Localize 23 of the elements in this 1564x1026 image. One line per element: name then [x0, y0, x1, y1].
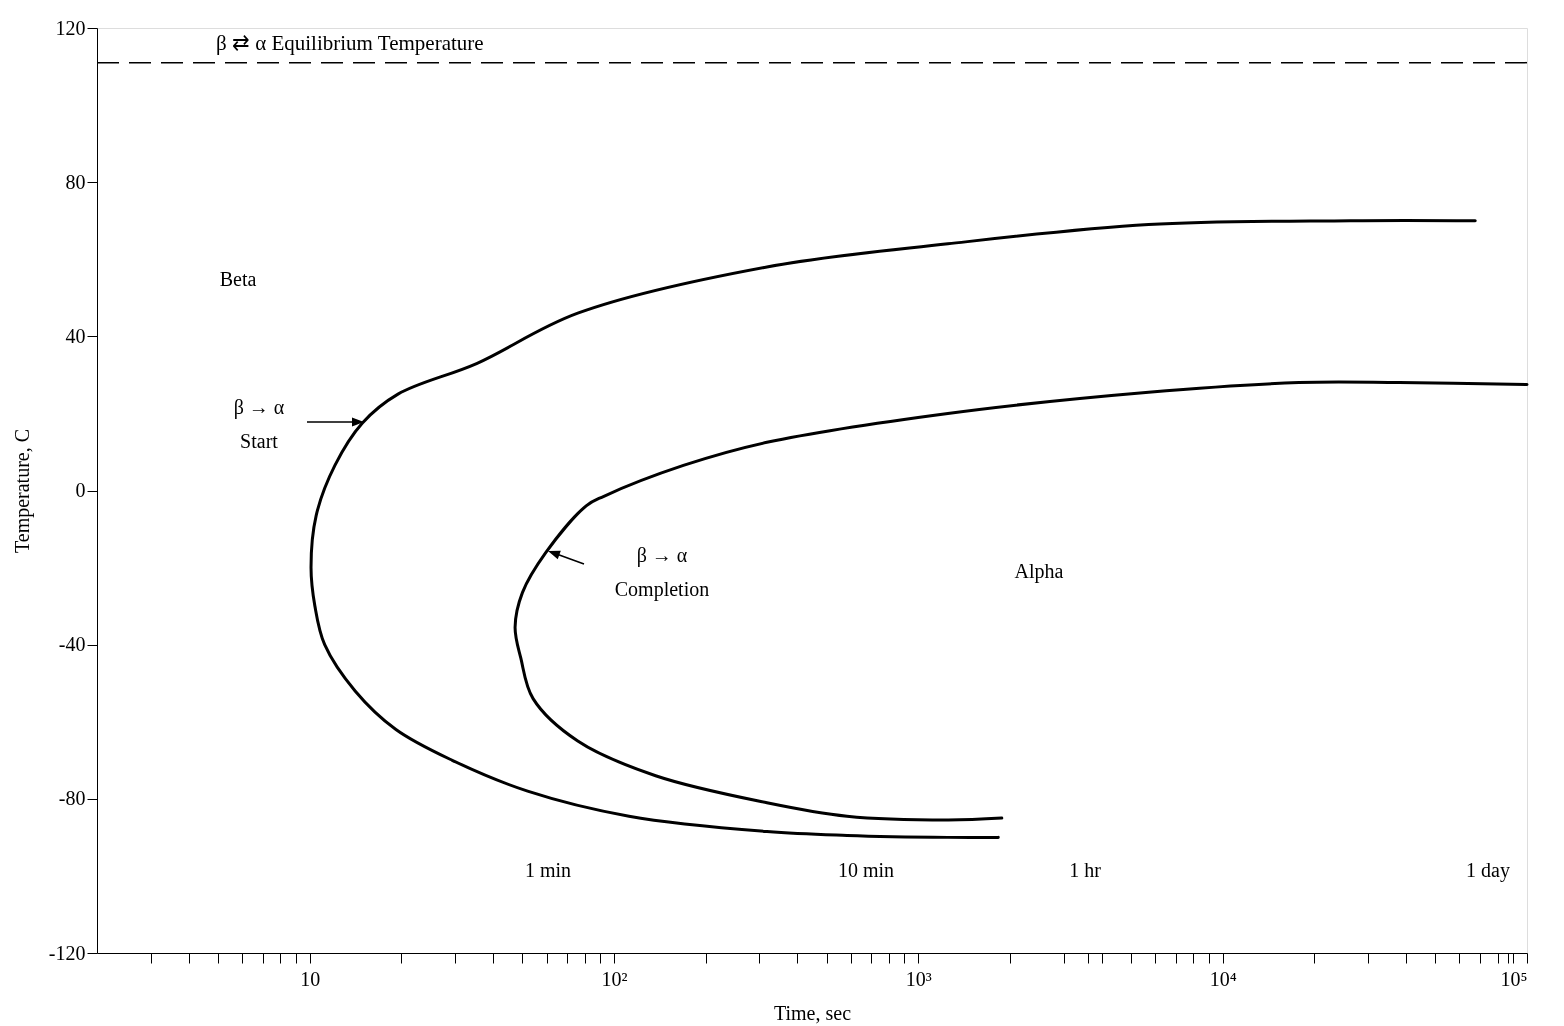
x-tick-label: 10 [300, 967, 321, 990]
y-tick-label: 120 [55, 16, 86, 39]
annotation: Beta [219, 268, 257, 290]
y-tick-label: -40 [58, 633, 86, 656]
x-tick-label: 10³ [905, 967, 932, 990]
ref-line-label: β ⇄ α Equilibrium Temperature [216, 30, 484, 55]
y-axis-title: Temperature, C [10, 428, 34, 554]
annotation: β → α Completion [614, 544, 710, 601]
annotation: β → α Start [233, 396, 285, 452]
y-tick-label: 80 [65, 170, 86, 193]
y-tick-label: -80 [58, 787, 86, 810]
annotation: 10 min [837, 859, 895, 881]
annotation: 1 hr [1069, 859, 1102, 881]
x-tick-label: 10² [601, 967, 628, 990]
y-tick-label: -120 [48, 941, 86, 964]
y-tick-label: 40 [65, 324, 86, 347]
x-tick-label: 10⁵ [1500, 967, 1528, 990]
annotation: Alpha [1014, 560, 1064, 583]
x-tick-label: 10⁴ [1209, 967, 1237, 990]
annotation: 1 min [524, 859, 572, 881]
x-axis-title: Time, sec [773, 1001, 852, 1024]
y-tick-label: 0 [75, 479, 86, 501]
annotation: 1 day [1466, 859, 1510, 882]
